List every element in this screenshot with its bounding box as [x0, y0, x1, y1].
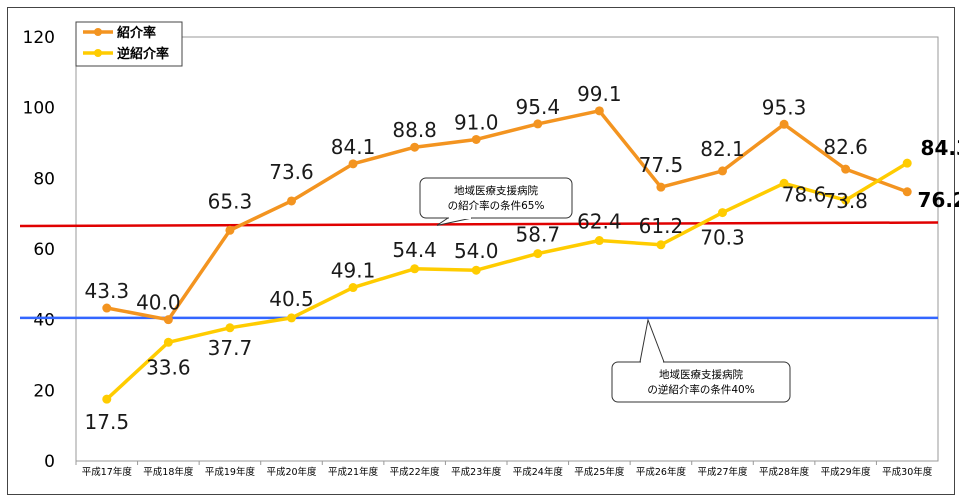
x-tick-label: 平成29年度 — [821, 466, 872, 478]
data-point — [533, 249, 543, 259]
data-point — [348, 159, 358, 169]
y-tick-label: 0 — [44, 452, 55, 472]
y-tick-label: 20 — [33, 381, 55, 401]
data-label: 78.6 — [782, 182, 827, 206]
x-tick-label: 平成23年度 — [451, 466, 502, 478]
y-tick-label: 60 — [33, 240, 55, 260]
x-tick-label: 平成20年度 — [266, 466, 317, 478]
data-label: 73.6 — [269, 160, 314, 184]
legend-label: 逆紹介率 — [117, 46, 169, 62]
data-label: 17.5 — [85, 410, 130, 434]
x-tick-label: 平成25年度 — [574, 466, 625, 478]
x-tick-label: 平成18年度 — [143, 466, 194, 478]
callout-pointer — [436, 217, 473, 226]
data-label: 82.1 — [700, 137, 745, 161]
data-point — [594, 236, 604, 246]
data-point — [841, 164, 851, 174]
x-tick-label: 平成19年度 — [205, 466, 256, 478]
x-tick-label: 平成27年度 — [697, 466, 748, 478]
data-label: 40.5 — [269, 287, 314, 311]
x-tick-label: 平成22年度 — [390, 466, 441, 478]
data-point — [779, 178, 789, 188]
data-point — [410, 264, 420, 274]
x-tick-label: 平成24年度 — [513, 466, 564, 478]
x-tick-label: 平成30年度 — [882, 466, 933, 478]
y-tick-label: 40 — [33, 311, 55, 331]
legend-marker — [94, 49, 102, 57]
data-point — [594, 106, 604, 116]
x-tick-label: 平成28年度 — [759, 466, 810, 478]
data-label: 37.7 — [208, 336, 253, 360]
data-point — [471, 265, 481, 275]
data-label: 91.0 — [454, 110, 499, 134]
data-label: 40.0 — [136, 291, 181, 315]
callout-box — [419, 177, 573, 219]
data-label: 54.0 — [454, 239, 499, 263]
data-point — [102, 394, 112, 404]
data-label: 76.2 — [918, 188, 959, 212]
data-label: 82.6 — [823, 135, 868, 159]
data-label: 84.1 — [331, 135, 376, 159]
data-point — [656, 182, 666, 192]
callout-label: の逆紹介率の条件40% — [647, 383, 754, 396]
data-label: 77.5 — [639, 153, 684, 177]
y-tick-label: 120 — [23, 28, 55, 48]
data-point — [471, 134, 481, 144]
data-point — [841, 195, 851, 205]
callout-pointer — [639, 318, 665, 363]
data-point — [533, 119, 543, 129]
data-point — [225, 323, 235, 333]
data-label: 84.3 — [921, 136, 959, 160]
data-label: 70.3 — [700, 226, 745, 250]
callout-label: 地域医療支援病院 — [659, 368, 743, 381]
data-label: 65.3 — [208, 189, 253, 213]
data-point — [718, 166, 727, 176]
data-label: 33.6 — [146, 355, 191, 379]
y-tick-label: 80 — [33, 169, 55, 189]
data-point — [287, 196, 296, 206]
callout-label: の紹介率の条件65% — [448, 199, 545, 212]
x-tick-label: 平成21年度 — [328, 466, 379, 478]
callout-label: 地域医療支援病院 — [454, 184, 538, 197]
legend-marker — [94, 28, 102, 36]
x-tick-label: 平成26年度 — [636, 466, 687, 478]
chart-frame — [7, 7, 955, 495]
series-line — [105, 161, 909, 401]
data-label: 88.8 — [392, 118, 437, 142]
data-label: 58.7 — [516, 223, 561, 247]
data-point — [656, 240, 666, 250]
callout-box — [611, 361, 791, 403]
data-label: 95.3 — [762, 95, 807, 119]
x-tick-label: 平成17年度 — [82, 466, 133, 478]
data-point — [902, 158, 912, 168]
data-point — [902, 187, 912, 197]
data-point — [102, 303, 112, 313]
data-point — [225, 225, 235, 235]
series-line — [106, 109, 908, 322]
data-point — [287, 313, 296, 323]
data-label: 61.2 — [639, 214, 684, 238]
data-label: 49.1 — [331, 259, 376, 283]
data-point — [779, 119, 789, 129]
data-label: 95.4 — [516, 95, 561, 119]
data-point — [163, 337, 173, 347]
data-point — [718, 208, 727, 218]
legend-label: 紹介率 — [117, 25, 156, 41]
data-label: 54.4 — [392, 238, 437, 262]
data-point — [348, 283, 358, 293]
data-point — [410, 142, 420, 152]
reference-line — [19, 221, 939, 228]
data-label: 73.8 — [823, 189, 868, 213]
data-label: 62.4 — [577, 210, 622, 234]
legend-box — [75, 21, 183, 67]
data-label: 43.3 — [85, 279, 130, 303]
y-tick-label: 100 — [23, 99, 55, 119]
data-label: 99.1 — [577, 82, 622, 106]
data-point — [163, 315, 173, 325]
plot-area — [75, 36, 939, 462]
